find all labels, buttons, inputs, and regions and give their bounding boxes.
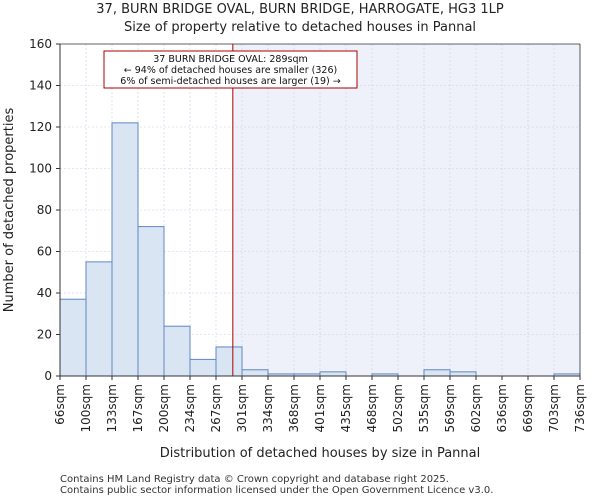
highlight-region bbox=[232, 44, 580, 376]
y-tick-label: 80 bbox=[37, 203, 52, 217]
y-tick-label: 0 bbox=[44, 369, 52, 383]
y-tick-label: 100 bbox=[29, 162, 52, 176]
annotation-box bbox=[103, 50, 358, 89]
annotation-line-1: 37 BURN BRIDGE OVAL: 289sqm bbox=[153, 54, 308, 65]
x-tick-label: 100sqm bbox=[79, 384, 93, 432]
annotation-line-3: 6% of semi-detached houses are larger (1… bbox=[120, 76, 340, 87]
x-tick-label: 200sqm bbox=[157, 384, 171, 432]
x-tick-label: 435sqm bbox=[339, 384, 353, 432]
x-tick-label: 535sqm bbox=[417, 384, 431, 432]
x-tick-label: 636sqm bbox=[495, 384, 509, 432]
x-tick-label: 401sqm bbox=[313, 384, 327, 432]
y-tick-label: 140 bbox=[29, 79, 52, 93]
histogram-bar bbox=[215, 346, 243, 377]
x-tick-label: 66sqm bbox=[53, 384, 67, 425]
footer-line-1: Contains HM Land Registry data © Crown c… bbox=[60, 474, 449, 485]
x-tick-label: 569sqm bbox=[443, 384, 457, 432]
chart-subtitle: Size of property relative to detached ho… bbox=[123, 20, 477, 35]
x-tick-label: 736sqm bbox=[573, 384, 587, 432]
x-tick-label: 334sqm bbox=[261, 384, 275, 432]
histogram-bar bbox=[449, 371, 477, 377]
histogram-bar bbox=[423, 369, 451, 377]
x-tick-label: 368sqm bbox=[287, 384, 301, 432]
x-tick-label: 669sqm bbox=[521, 384, 535, 432]
histogram-bar bbox=[111, 122, 139, 377]
x-tick-label: 267sqm bbox=[209, 384, 223, 432]
chart-title: 37, BURN BRIDGE OVAL, BURN BRIDGE, HARRO… bbox=[96, 2, 504, 17]
y-axis-label: Number of detached properties bbox=[2, 108, 17, 313]
histogram-bar bbox=[137, 226, 165, 377]
y-tick-label: 120 bbox=[29, 120, 52, 134]
x-tick-label: 602sqm bbox=[469, 384, 483, 432]
histogram-bar bbox=[85, 261, 113, 377]
annotation-line-2: ← 94% of detached houses are smaller (32… bbox=[124, 65, 337, 76]
x-tick-label: 133sqm bbox=[105, 384, 119, 432]
x-tick-label: 502sqm bbox=[391, 384, 405, 432]
footer-line-2: Contains public sector information licen… bbox=[60, 485, 494, 496]
y-tick-label: 60 bbox=[37, 245, 52, 259]
x-axis-label: Distribution of detached houses by size … bbox=[160, 446, 481, 461]
histogram-bar bbox=[59, 298, 87, 377]
x-tick-label: 167sqm bbox=[131, 384, 145, 432]
x-tick-label: 301sqm bbox=[235, 384, 249, 432]
y-tick-label: 160 bbox=[29, 37, 52, 51]
histogram-bar bbox=[241, 369, 269, 377]
x-tick-label: 703sqm bbox=[547, 384, 561, 432]
x-tick-label: 468sqm bbox=[365, 384, 379, 432]
y-tick-label: 20 bbox=[37, 328, 52, 342]
x-tick-label: 234sqm bbox=[183, 384, 197, 432]
histogram-bar bbox=[319, 371, 347, 377]
histogram-bar bbox=[163, 325, 191, 377]
y-tick-label: 40 bbox=[37, 286, 52, 300]
histogram-bar bbox=[189, 358, 217, 377]
